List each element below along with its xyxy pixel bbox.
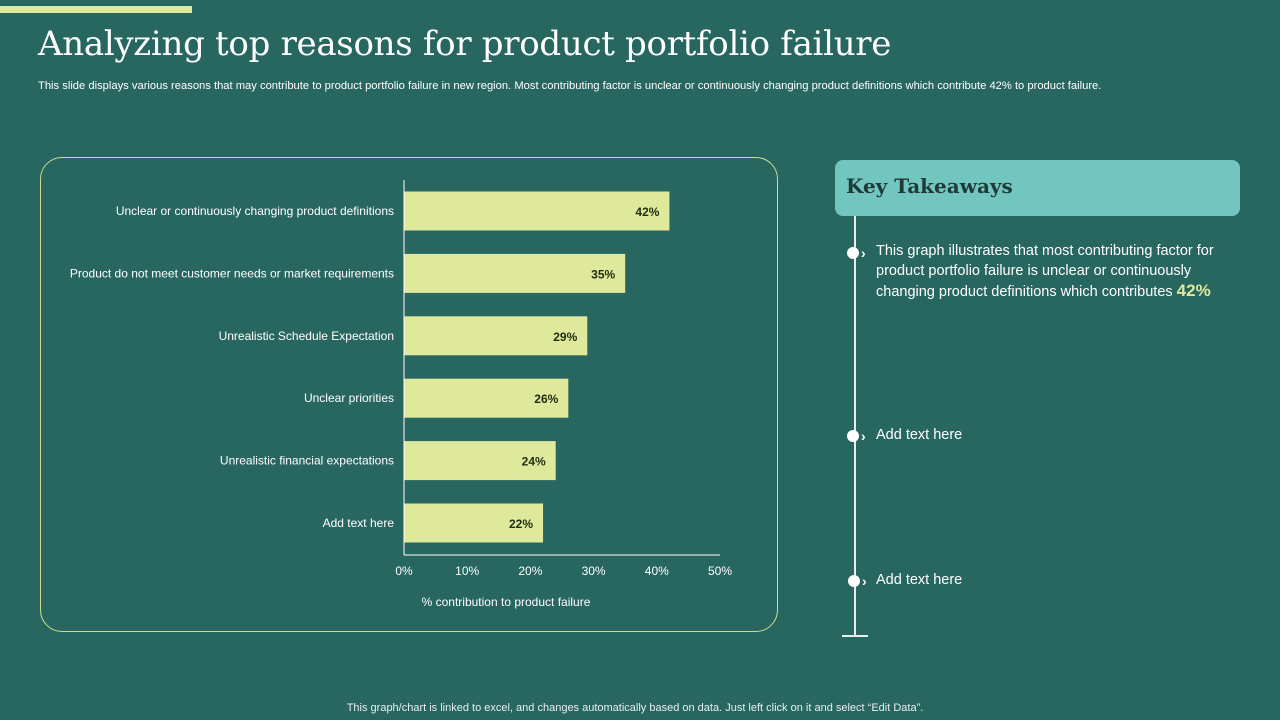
takeaway-highlight-value: 42% [1176,281,1211,300]
bullet-dot-icon [847,247,859,259]
x-axis-title: % contribution to product failure [422,595,591,609]
chevron-right-icon: › [862,573,867,589]
x-tick-label: 10% [455,564,479,578]
x-tick-label: 20% [518,564,542,578]
chevron-right-icon: › [861,428,866,444]
category-label: Unclear priorities [304,391,394,405]
bar-4 [404,378,569,418]
key-takeaways-header: Key Takeaways [835,160,1240,216]
chevron-right-icon: › [861,245,866,261]
key-takeaways-title: Key Takeaways [846,174,1013,198]
data-label: 42% [635,205,659,219]
takeaway-item-1-text: This graph illustrates that most contrib… [876,243,1214,300]
x-tick-label: 0% [395,564,413,578]
data-label: 22% [509,517,533,531]
x-tick-label: 50% [708,564,732,578]
takeaway-item-3-text: Add text here [876,572,963,588]
chart-panel [40,157,778,632]
category-label: Unclear or continuously changing product… [116,204,394,218]
bullet-dot-icon [848,575,860,587]
title-accent-bar [0,6,192,13]
data-label: 24% [522,455,546,469]
bar-6 [404,503,544,543]
takeaway-item-2: Add text here [876,426,1231,446]
x-tick-label: 30% [582,564,606,578]
takeaway-item-3: Add text here [876,571,1231,591]
takeaway-item-2-text: Add text here [876,427,963,443]
category-label: Add text here [323,516,395,530]
bar-1 [404,191,670,231]
data-label: 29% [553,330,577,344]
bar-2 [404,253,626,293]
category-label: Unrealistic Schedule Expectation [219,329,394,343]
bar-3 [404,316,588,356]
data-label: 35% [591,267,615,281]
footer-note: This graph/chart is linked to excel, and… [346,702,924,714]
page-subtitle: This slide displays various reasons that… [38,80,1102,92]
takeaway-item-1: This graph illustrates that most contrib… [876,242,1231,303]
category-label: Unrealistic financial expectations [220,454,394,468]
timeline-foot [842,635,868,637]
bullet-dot-icon [847,430,859,442]
bar-5 [404,441,556,481]
data-label: 26% [534,392,558,406]
category-label: Product do not meet customer needs or ma… [70,266,394,280]
x-tick-label: 40% [645,564,669,578]
page-title: Analyzing top reasons for product portfo… [38,24,892,64]
timeline-line [854,216,856,636]
